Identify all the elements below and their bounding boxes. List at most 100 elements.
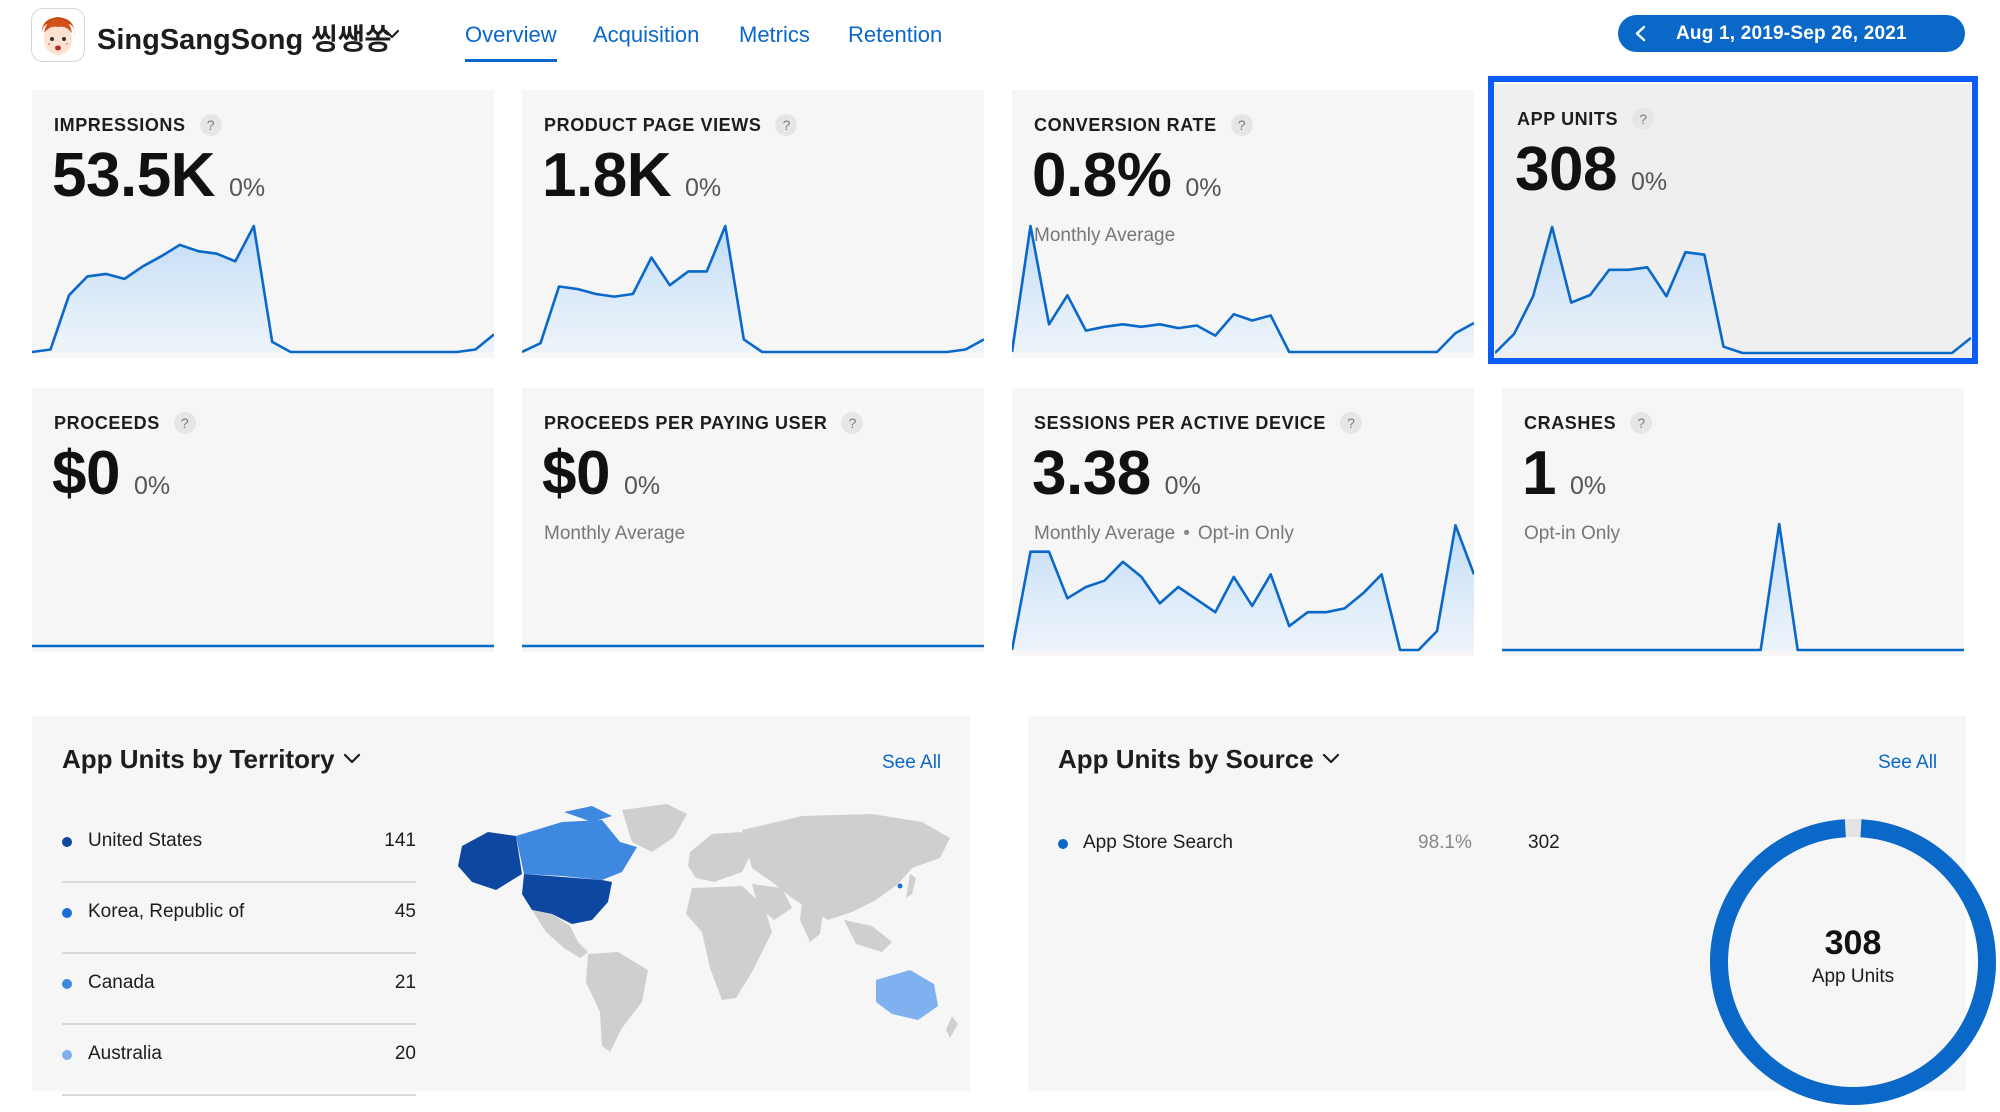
date-range-picker[interactable]: Aug 1, 2019-Sep 26, 2021 — [1618, 15, 1965, 52]
metric-label: CONVERSION RATE — [1034, 115, 1217, 135]
app-icon[interactable] — [31, 8, 85, 62]
territory-name: United States — [88, 830, 203, 851]
date-range-label[interactable]: Aug 1, 2019-Sep 26, 2021 — [1676, 23, 1907, 44]
metric-value: 0.8% — [1032, 141, 1172, 210]
help-icon[interactable]: ? — [841, 412, 864, 434]
metric-subtitle-extra: Opt-in Only — [1197, 523, 1294, 544]
tab-overview[interactable]: Overview — [465, 22, 557, 62]
map-region-europe — [688, 832, 752, 882]
see-all-link[interactable]: See All — [1878, 752, 1938, 773]
metric-value-wrap: 1.8K 0% — [542, 140, 721, 211]
territory-value: 45 — [394, 901, 416, 922]
legend-dot — [62, 979, 72, 989]
sparkline-area — [1502, 524, 1964, 650]
donut-label: App Units — [1811, 966, 1895, 987]
metric-value-wrap: 0.8% 0% — [1032, 140, 1221, 211]
sparkline-line — [1012, 224, 1474, 354]
metric-subtitle: Monthly Average — [544, 523, 686, 544]
metric-label: PROCEEDS — [54, 413, 160, 433]
help-icon[interactable]: ? — [1630, 412, 1653, 434]
source-percentage: 98.1% — [1418, 832, 1472, 853]
sparkline-chart — [522, 644, 984, 648]
metric-card-app-units[interactable]: APP UNITS? 308 0% — [1495, 84, 1971, 359]
chevron-down-icon[interactable] — [343, 753, 361, 765]
map-region-asia — [742, 814, 950, 920]
source-panel-title-wrap[interactable]: App Units by Source — [1058, 744, 1340, 775]
metric-card-conversion-rate[interactable]: CONVERSION RATE? 0.8% 0% Monthly Average — [1012, 90, 1474, 358]
map-region-greenland — [622, 804, 687, 852]
list-item[interactable]: Korea, Republic of 45 — [62, 881, 416, 954]
metric-subtitle: Monthly Average — [1034, 523, 1176, 544]
sparkline-line — [1012, 524, 1474, 652]
help-icon[interactable]: ? — [1340, 412, 1362, 434]
metric-value: $0 — [542, 439, 610, 508]
metric-change: 0% — [1164, 472, 1201, 500]
metric-card-product-page-views[interactable]: PRODUCT PAGE VIEWS? 1.8K 0% — [522, 90, 984, 358]
see-all-link[interactable]: See All — [882, 752, 942, 773]
sparkline-chart — [1495, 225, 1971, 355]
metric-value-wrap: 53.5K 0% — [52, 140, 265, 211]
sparkline-chart — [1502, 522, 1964, 652]
metric-card-sessions-per-active-device[interactable]: SESSIONS PER ACTIVE DEVICE? 3.38 0% Month… — [1012, 388, 1474, 656]
map-region-canada — [516, 820, 637, 880]
map-region-korea — [897, 883, 903, 889]
metric-label: IMPRESSIONS — [54, 115, 186, 135]
panel-title[interactable]: App Units by Source — [1058, 744, 1314, 774]
metric-label-wrap: CONVERSION RATE? — [1034, 114, 1253, 136]
top-bar: SingSangSong 씽쌩쏭 Overview Acquisition Me… — [0, 0, 2000, 72]
help-icon[interactable]: ? — [173, 412, 196, 434]
tab-retention[interactable]: Retention — [848, 22, 943, 47]
help-icon[interactable]: ? — [1230, 114, 1253, 136]
metric-card-impressions[interactable]: IMPRESSIONS? 53.5K 0% — [32, 90, 494, 358]
territory-panel-title-wrap[interactable]: App Units by Territory — [62, 744, 361, 775]
metric-subtitle: Monthly Average — [1034, 225, 1176, 246]
metric-value-wrap: $0 0% — [52, 438, 170, 509]
tab-acquisition[interactable]: Acquisition — [593, 22, 700, 47]
app-name[interactable]: SingSangSong 씽쌩쏭 — [97, 24, 392, 56]
help-icon[interactable]: ? — [199, 114, 222, 136]
list-item[interactable]: Canada 21 — [62, 952, 416, 1025]
metric-label-wrap: PROCEEDS? — [54, 412, 196, 434]
sparkline-area — [522, 226, 984, 352]
metric-subtitle-wrap: Monthly Average • Opt-in Only — [1034, 523, 1294, 545]
chevron-left-icon[interactable] — [1633, 25, 1649, 42]
territory-name: Australia — [88, 1043, 162, 1064]
metric-value: 53.5K — [52, 141, 215, 210]
sparkline-chart — [522, 224, 984, 354]
help-icon[interactable]: ? — [775, 114, 798, 136]
map-region-japan — [906, 874, 916, 898]
world-map[interactable] — [452, 802, 972, 1062]
territory-panel: App Units by Territory See All United St… — [32, 716, 972, 1096]
territory-value: 21 — [394, 972, 416, 993]
source-value: 302 — [1528, 832, 1560, 853]
panel-title[interactable]: App Units by Territory — [62, 744, 335, 774]
chevron-down-icon[interactable] — [382, 24, 402, 44]
chevron-down-icon[interactable] — [1322, 753, 1340, 765]
metric-value-wrap: 3.38 0% — [1032, 438, 1201, 509]
map-region-alaska — [458, 832, 522, 890]
metric-change: 0% — [228, 174, 266, 202]
map-region-africa — [686, 886, 772, 1000]
legend-dot — [1058, 839, 1068, 849]
tab-metrics[interactable]: Metrics — [739, 22, 810, 47]
metric-value-wrap: 308 0% — [1515, 134, 1667, 205]
sparkline-chart — [32, 224, 494, 354]
map-region-middle-east — [752, 884, 792, 920]
list-item[interactable]: United States 141 — [62, 810, 416, 883]
legend-dot — [62, 908, 72, 918]
sparkline-area — [1012, 525, 1474, 650]
map-region-india — [800, 902, 824, 942]
metric-card-crashes[interactable]: CRASHES? 1 0% Opt-in Only — [1502, 388, 1964, 656]
metric-card-proceeds-per-paying-user[interactable]: PROCEEDS PER PAYING USER? $0 0% Monthly A… — [522, 388, 984, 652]
metric-card-proceeds[interactable]: PROCEEDS? $0 0% — [32, 388, 494, 652]
map-region-new-zealand — [946, 1016, 958, 1038]
metric-change: 0% — [1630, 168, 1668, 196]
metric-label: APP UNITS — [1517, 109, 1619, 129]
metric-value: 1 — [1522, 439, 1556, 508]
source-name[interactable]: App Store Search — [1083, 832, 1233, 853]
legend-dot — [62, 1050, 72, 1060]
source-panel: App Units by Source See All App Store Se… — [1028, 716, 1996, 1105]
list-item[interactable]: Australia 20 — [62, 1023, 416, 1096]
sparkline-line — [32, 224, 494, 354]
help-icon[interactable]: ? — [1632, 108, 1655, 130]
